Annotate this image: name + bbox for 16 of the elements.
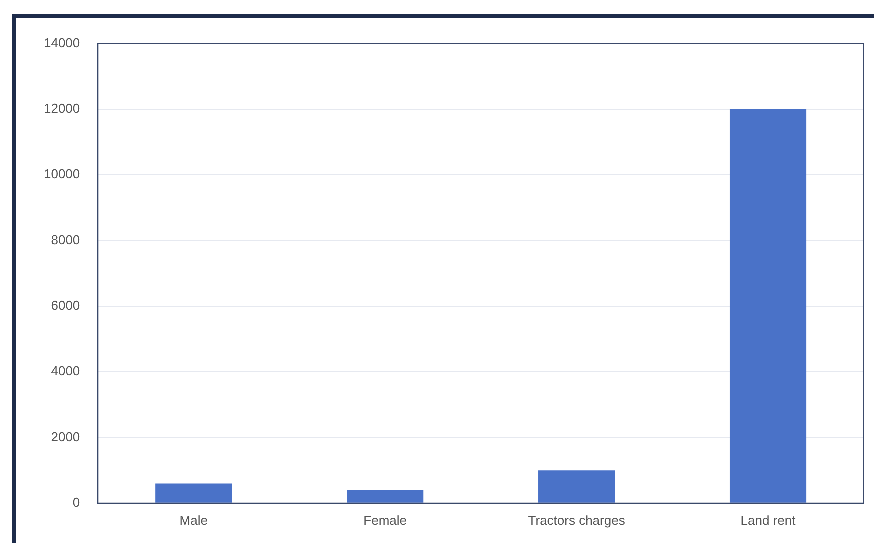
bar bbox=[156, 484, 232, 503]
y-tick-label: 0 bbox=[72, 494, 80, 510]
bar bbox=[730, 109, 807, 503]
x-tick-label: Tractors charges bbox=[528, 512, 626, 528]
bar bbox=[347, 490, 424, 503]
y-tick-label: 4000 bbox=[51, 364, 80, 379]
y-tick-label: 8000 bbox=[51, 232, 80, 248]
y-tick-label: 14000 bbox=[44, 35, 80, 50]
x-tick-label: Land rent bbox=[740, 512, 796, 528]
y-tick-label: 10000 bbox=[44, 166, 80, 182]
x-tick-label: Male bbox=[180, 512, 208, 528]
y-tick-label: 2000 bbox=[51, 429, 80, 444]
bar bbox=[538, 470, 616, 503]
x-tick-label: Female bbox=[364, 512, 408, 528]
y-tick-label: 6000 bbox=[51, 298, 80, 314]
y-tick-label: 12000 bbox=[44, 101, 80, 116]
